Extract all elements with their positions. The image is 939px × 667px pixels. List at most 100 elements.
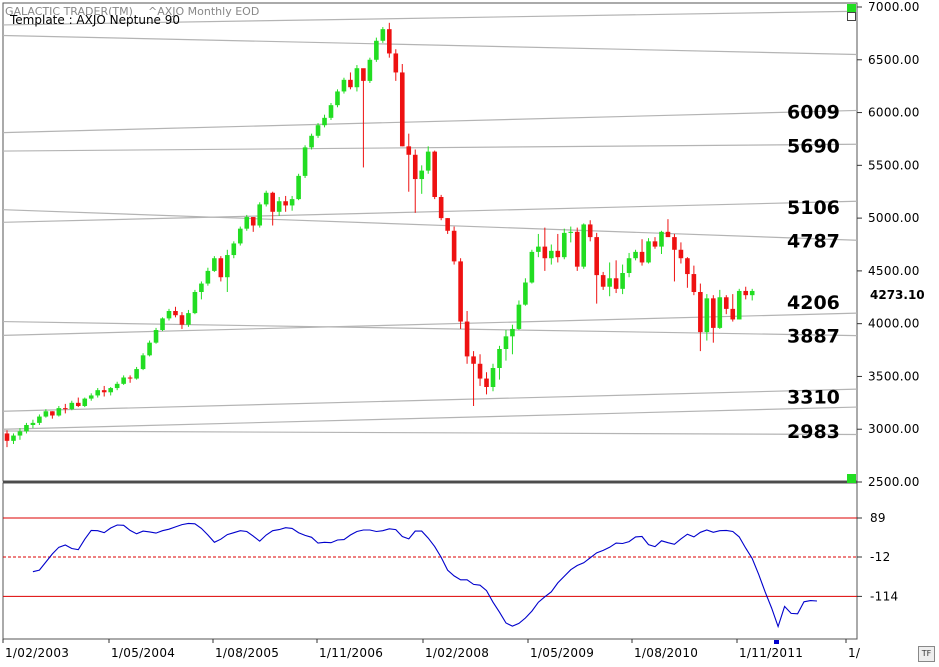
symbol-title: ^AXJO Monthly EOD — [148, 5, 259, 18]
osc-axis-label: -114 — [870, 589, 898, 603]
x-axis-label: 1/11/2011 — [739, 646, 803, 660]
candle-body — [166, 311, 172, 319]
candle — [574, 227, 580, 271]
candle-body — [173, 311, 178, 316]
candle-body — [568, 231, 574, 233]
candle-body — [730, 308, 736, 320]
oscillator-layer — [3, 517, 857, 629]
candle — [309, 133, 314, 150]
time-cursor-marker[interactable] — [774, 640, 779, 644]
osc-axis-label: 89 — [870, 511, 886, 525]
x-axis-label: 1/08/2010 — [634, 646, 698, 660]
candle-body — [114, 383, 120, 389]
candle — [620, 264, 625, 295]
candle-body — [263, 192, 269, 205]
candle-body — [218, 258, 224, 278]
candle-body — [510, 328, 515, 337]
candle — [134, 366, 139, 380]
candle-body — [225, 255, 230, 278]
candle-body — [335, 91, 340, 106]
candle — [672, 233, 677, 282]
candle-body — [555, 250, 561, 258]
level-label-3887: 3887 — [787, 326, 840, 348]
candle-body — [231, 243, 237, 256]
candle-body — [140, 355, 146, 370]
candle — [354, 65, 360, 92]
candle — [451, 226, 457, 265]
candle-body — [587, 224, 593, 238]
candle — [270, 191, 275, 226]
gann-line-0 — [2, 406, 858, 430]
candle-body — [419, 170, 425, 180]
candle — [587, 220, 593, 242]
candle — [484, 372, 489, 395]
candle-body — [626, 258, 632, 273]
candle — [438, 194, 444, 221]
candle — [626, 252, 632, 278]
candle — [63, 403, 68, 414]
candle-body — [646, 241, 651, 263]
candle — [367, 57, 373, 83]
oscillator-panel-frame — [2, 482, 858, 640]
candle — [218, 256, 224, 282]
gann-line-2 — [2, 388, 858, 412]
level-label-5690: 5690 — [787, 135, 840, 157]
candle — [374, 37, 379, 62]
candle — [607, 262, 612, 297]
candle — [490, 363, 496, 392]
price-panel-top-green-marker[interactable] — [847, 4, 856, 13]
level-label-4206: 4206 — [787, 292, 840, 314]
price-axis-label: 4500.00 — [868, 264, 920, 278]
candle — [315, 123, 321, 138]
candle-body — [82, 398, 88, 406]
candle-body — [276, 201, 282, 212]
candle-body — [620, 273, 625, 289]
candle-body — [186, 313, 191, 325]
candle — [69, 400, 75, 411]
price-panel-frame — [2, 2, 858, 482]
candle-body — [205, 270, 211, 284]
candle — [665, 219, 671, 238]
candle-body — [257, 204, 263, 226]
candle-body — [607, 278, 612, 287]
candle — [212, 256, 217, 272]
candle — [698, 283, 703, 352]
restore-window-icon[interactable] — [847, 12, 856, 21]
candle-body — [445, 218, 450, 231]
candle-body — [367, 59, 373, 81]
price-axis-label: 7000.00 — [868, 0, 920, 14]
price-panel-bottom-green-marker[interactable] — [847, 474, 856, 483]
gann-line-5 — [2, 209, 858, 241]
price-axis-label: 4000.00 — [868, 317, 920, 331]
candle-body — [490, 368, 496, 387]
candle-body — [192, 292, 198, 314]
candle-body — [179, 315, 185, 325]
candle — [691, 265, 697, 296]
timeframe-button[interactable]: TF — [918, 646, 935, 662]
candle — [445, 218, 450, 234]
candle-body — [322, 117, 327, 126]
candle-body — [665, 231, 671, 238]
candle-body — [50, 411, 55, 416]
candle — [173, 306, 178, 318]
candle — [37, 414, 42, 425]
candle — [11, 433, 16, 444]
candle-body — [361, 68, 366, 81]
candle — [380, 27, 386, 43]
candle-body — [237, 228, 243, 244]
candle — [30, 419, 36, 429]
x-axis-label: 1/02/2008 — [425, 646, 489, 660]
candle — [387, 22, 392, 58]
candle-body — [283, 201, 288, 206]
candle-body — [108, 388, 113, 393]
candle — [581, 223, 587, 269]
x-axis-label: 1/05/2009 — [530, 646, 594, 660]
candle — [56, 406, 62, 417]
level-label-3310: 3310 — [787, 387, 840, 409]
candle-body — [354, 68, 360, 88]
last-price-label: 4273.10 — [870, 288, 925, 302]
level-label-6009: 6009 — [787, 102, 840, 124]
candle-body — [134, 369, 139, 379]
candle — [542, 227, 548, 271]
